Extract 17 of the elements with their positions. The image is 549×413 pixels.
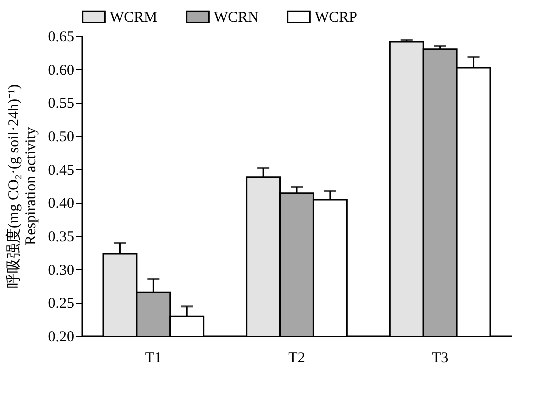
x-tick-label: T1 [145, 350, 162, 366]
legend-label: WCRM [110, 10, 158, 26]
legend-label: WCRP [315, 10, 358, 26]
y-tick-label: 0.50 [48, 130, 74, 146]
y-tick-label: 0.40 [48, 196, 74, 212]
y-axis-title: 呼吸强度(mg CO₂·(g soil·24h)⁻¹) Respiration activity [5, 84, 40, 288]
legend-label: WCRN [214, 10, 260, 26]
y-tick-label: 0.20 [48, 330, 74, 346]
y-tick-label: 0.45 [48, 162, 74, 179]
y-tick-label: 0.25 [48, 296, 74, 312]
y-tick-label: 0.60 [48, 62, 74, 79]
y-tick-label: 0.65 [48, 30, 74, 46]
y-tick-label: 0.55 [48, 96, 74, 112]
x-tick-label: T3 [432, 350, 449, 366]
y-tick-label: 0.35 [48, 230, 74, 246]
x-tick-label: T2 [288, 350, 306, 366]
y-tick-label: 0.30 [48, 262, 74, 279]
